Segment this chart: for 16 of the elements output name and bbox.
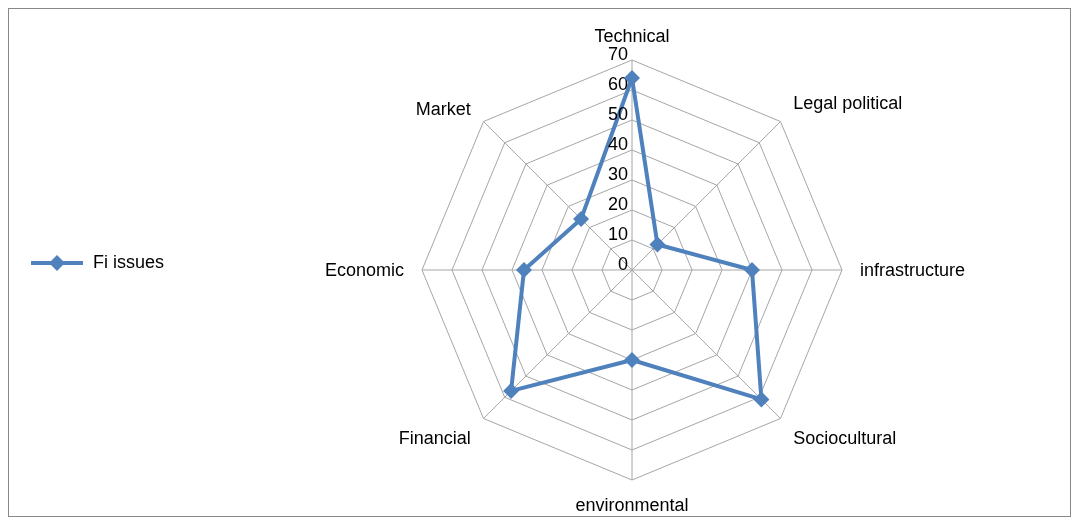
spoke-label: Economic	[324, 260, 404, 281]
y-tick-label: 30	[607, 164, 628, 184]
y-tick-label: 60	[607, 74, 628, 94]
spoke-label: environmental	[575, 494, 689, 515]
spoke-label: Market	[415, 99, 471, 120]
legend-label: Fi issues	[93, 252, 165, 273]
y-tick-label: 70	[607, 44, 628, 64]
spoke-label: Sociocultural	[793, 428, 897, 448]
y-tick-label: 40	[607, 134, 628, 154]
y-tick-label: 20	[607, 194, 628, 214]
spoke-label: Legal political	[793, 92, 903, 113]
y-tick-label: 10	[607, 224, 628, 244]
spoke-label: infrastructure	[860, 260, 966, 281]
spoke-label: Financial	[398, 428, 471, 448]
spoke-label: Technical	[594, 26, 670, 46]
y-tick-label: 0	[617, 254, 628, 274]
